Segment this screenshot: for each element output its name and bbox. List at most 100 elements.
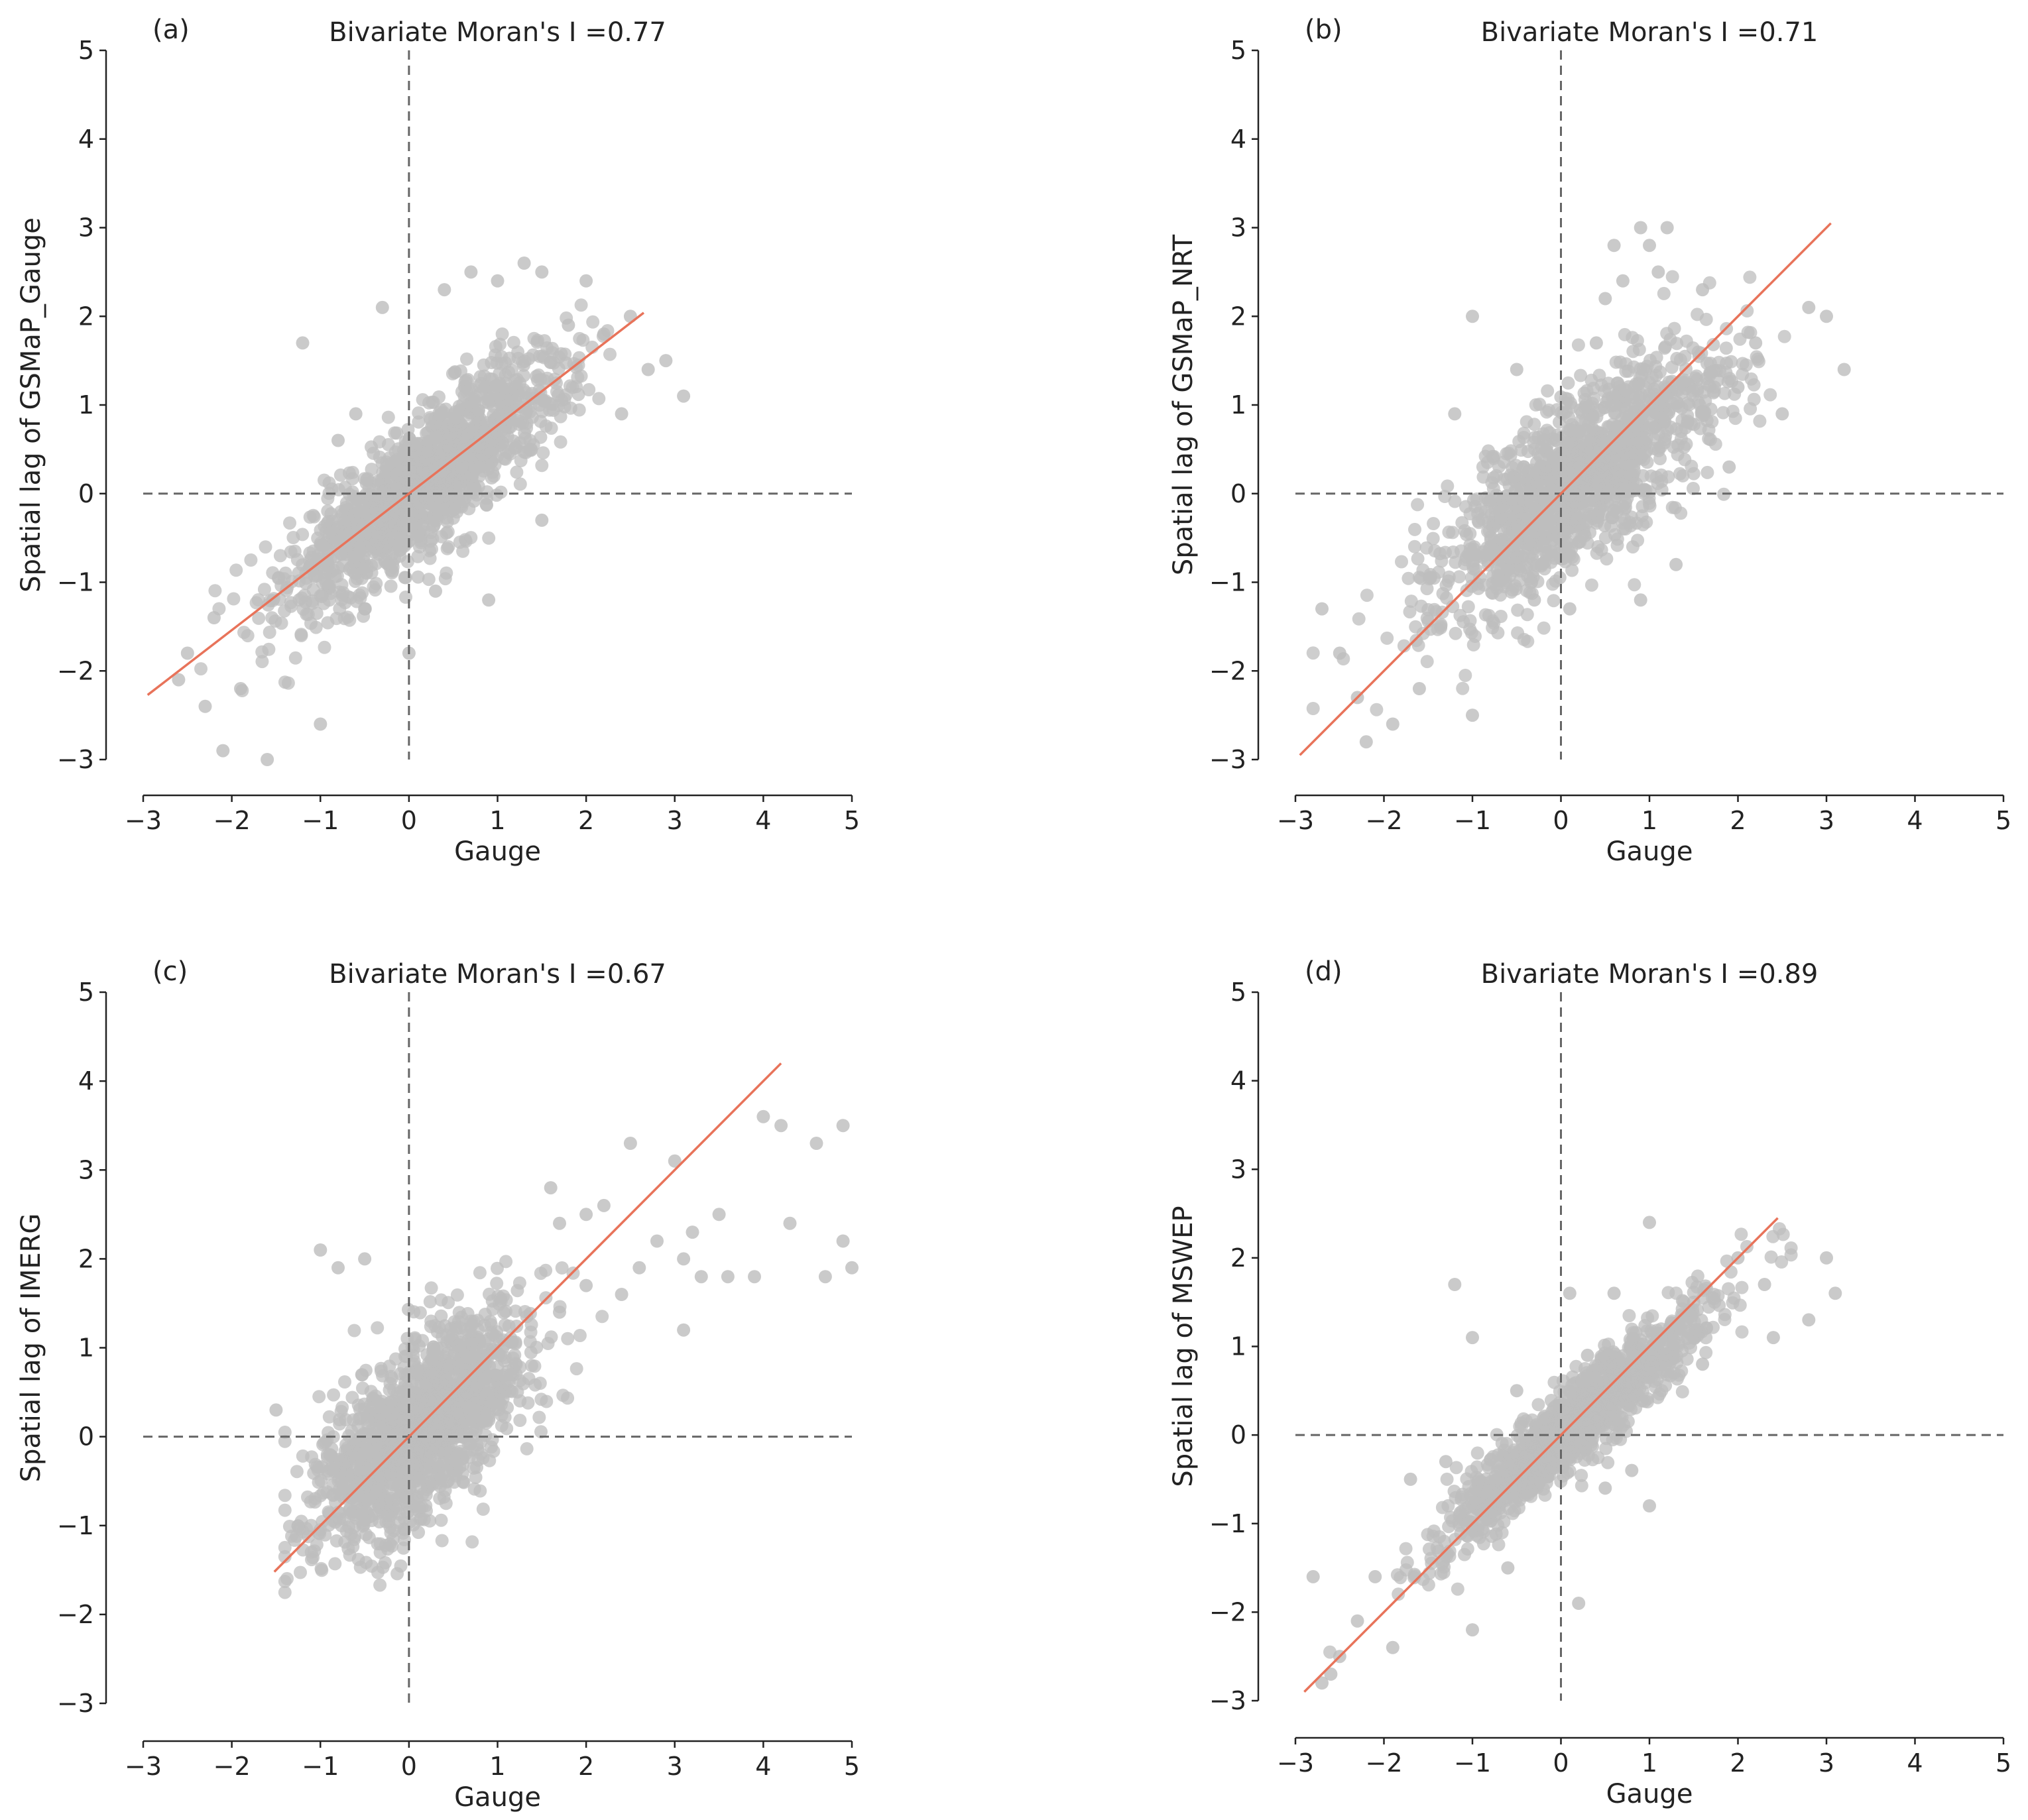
data-point bbox=[497, 420, 511, 433]
data-point bbox=[1511, 626, 1525, 640]
data-point bbox=[1716, 406, 1730, 420]
data-point bbox=[476, 1503, 490, 1516]
data-point bbox=[1571, 338, 1585, 352]
data-point bbox=[1654, 398, 1668, 412]
data-point bbox=[396, 495, 410, 509]
data-point bbox=[1706, 337, 1720, 351]
data-point bbox=[378, 1418, 392, 1432]
data-point bbox=[1743, 270, 1757, 284]
data-point bbox=[579, 274, 593, 288]
x-tick-label: 3 bbox=[667, 1752, 683, 1781]
data-point bbox=[410, 1458, 424, 1472]
data-point bbox=[530, 369, 543, 383]
data-point bbox=[1642, 496, 1656, 510]
data-point bbox=[1600, 552, 1614, 566]
data-point bbox=[544, 422, 558, 435]
data-point bbox=[385, 557, 399, 571]
data-point bbox=[401, 423, 415, 437]
data-point bbox=[331, 433, 345, 447]
data-point bbox=[420, 492, 434, 506]
x-tick-label: 5 bbox=[844, 806, 860, 835]
y-tick-label: −3 bbox=[57, 1689, 94, 1718]
data-point bbox=[406, 440, 420, 454]
data-point bbox=[498, 1318, 512, 1332]
data-point bbox=[550, 376, 563, 390]
data-point bbox=[333, 1413, 347, 1426]
data-point bbox=[1441, 479, 1455, 493]
data-point bbox=[434, 1293, 448, 1307]
data-point bbox=[440, 515, 454, 528]
data-point bbox=[1509, 459, 1523, 473]
data-point bbox=[1426, 532, 1440, 545]
data-point bbox=[1616, 459, 1630, 473]
data-point bbox=[331, 1261, 345, 1275]
data-point bbox=[1440, 1472, 1454, 1486]
data-point bbox=[414, 1443, 428, 1457]
data-point bbox=[296, 336, 310, 350]
data-point bbox=[411, 570, 425, 584]
data-point bbox=[1409, 634, 1423, 648]
data-point bbox=[623, 310, 637, 323]
data-point bbox=[359, 1363, 373, 1377]
data-point bbox=[1486, 449, 1500, 463]
data-point bbox=[424, 534, 438, 548]
data-point bbox=[530, 335, 544, 349]
data-point bbox=[1728, 412, 1742, 426]
data-point bbox=[597, 327, 611, 341]
data-point bbox=[460, 1401, 474, 1415]
data-point bbox=[569, 1362, 583, 1376]
x-tick-label: 2 bbox=[1730, 806, 1746, 835]
data-point bbox=[1618, 522, 1632, 536]
data-point bbox=[554, 410, 567, 424]
x-tick-label: −3 bbox=[125, 1752, 162, 1781]
data-point bbox=[573, 331, 587, 345]
data-point bbox=[318, 640, 331, 654]
data-point bbox=[312, 1390, 326, 1404]
data-point bbox=[291, 1519, 305, 1533]
data-point bbox=[490, 1277, 504, 1290]
data-point bbox=[441, 525, 455, 539]
data-point bbox=[281, 676, 295, 690]
data-point bbox=[1537, 621, 1551, 635]
data-point bbox=[365, 1491, 379, 1505]
data-point bbox=[1442, 570, 1456, 584]
data-point bbox=[283, 516, 296, 530]
data-point bbox=[1622, 365, 1636, 378]
data-point bbox=[554, 435, 567, 449]
data-point bbox=[1466, 493, 1480, 507]
data-point bbox=[1397, 639, 1411, 653]
data-point bbox=[1407, 540, 1421, 553]
data-point bbox=[294, 1565, 307, 1579]
data-point bbox=[586, 315, 600, 329]
data-point bbox=[445, 465, 459, 479]
data-point bbox=[346, 1483, 360, 1497]
data-point bbox=[1420, 655, 1434, 669]
data-point bbox=[473, 1266, 487, 1280]
data-point bbox=[1563, 437, 1577, 451]
data-point bbox=[430, 1383, 444, 1396]
data-point bbox=[493, 408, 507, 422]
data-point bbox=[466, 476, 480, 490]
data-point bbox=[1449, 626, 1462, 640]
data-point bbox=[349, 1448, 363, 1461]
data-point bbox=[442, 540, 455, 553]
data-point bbox=[1523, 529, 1537, 543]
data-point bbox=[540, 341, 554, 355]
data-point bbox=[1647, 441, 1661, 455]
data-point bbox=[1561, 376, 1575, 390]
data-point bbox=[1777, 329, 1791, 343]
data-point bbox=[400, 555, 414, 569]
data-point bbox=[424, 1314, 438, 1328]
data-point bbox=[383, 1520, 397, 1534]
data-point bbox=[553, 1305, 566, 1319]
data-point bbox=[499, 1255, 513, 1269]
data-point bbox=[331, 520, 345, 534]
data-point bbox=[538, 394, 552, 408]
panel-label: (c) bbox=[152, 956, 188, 987]
data-point bbox=[385, 1395, 398, 1409]
y-tick-label: 3 bbox=[78, 213, 94, 243]
data-point bbox=[257, 583, 271, 597]
data-point bbox=[836, 1234, 850, 1248]
y-axis-label: Spatial lag of IMERG bbox=[16, 1214, 46, 1483]
data-point bbox=[372, 474, 386, 488]
